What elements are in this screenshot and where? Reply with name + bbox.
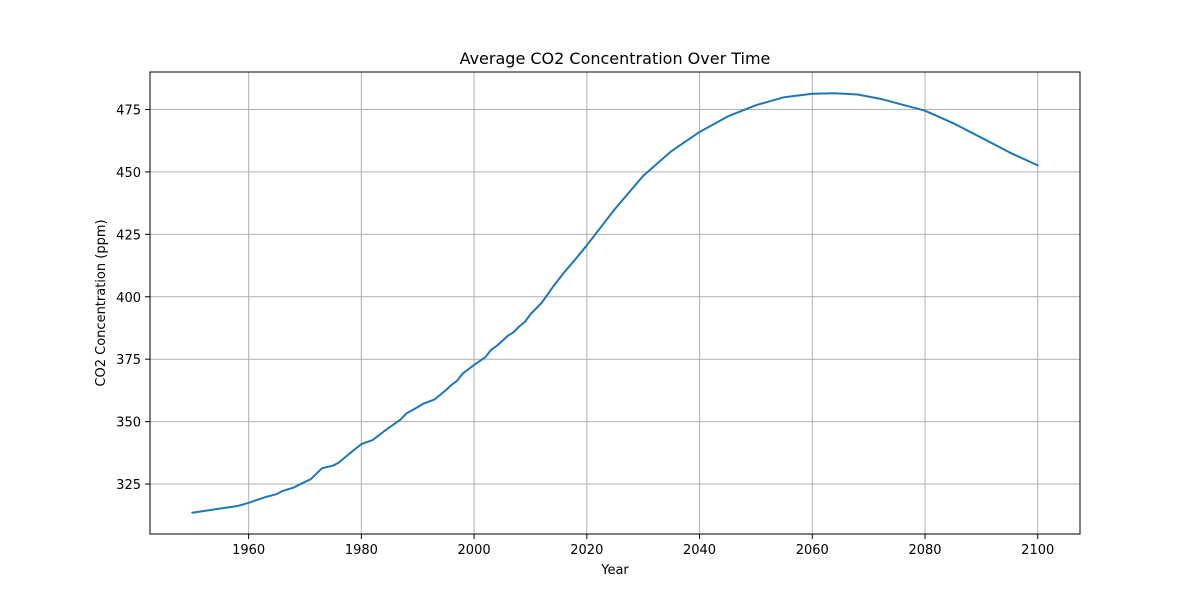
y-tick-label: 350 <box>116 416 141 431</box>
x-tick-label: 2020 <box>570 543 603 558</box>
x-tick-label: 2040 <box>683 543 716 558</box>
chart-title: Average CO2 Concentration Over Time <box>460 49 771 68</box>
grid-layer <box>150 72 1080 534</box>
line-layer <box>191 92 1039 514</box>
y-tick-label: 400 <box>116 291 141 306</box>
x-tick-label: 1960 <box>232 543 265 558</box>
plot-frame <box>149 71 1081 535</box>
x-tick-label: 2060 <box>796 543 829 558</box>
ticks-layer: 1960 1980 2000 2020 2040 2060 2080 2100 325 350 37… <box>116 103 1054 558</box>
y-axis-label: CO2 Concentration (ppm) <box>94 219 109 386</box>
y-tick-label: 325 <box>116 478 141 493</box>
x-tick-label: 2000 <box>458 543 491 558</box>
y-tick-label: 475 <box>116 103 141 118</box>
x-tick-label: 2080 <box>908 543 941 558</box>
y-tick-label: 450 <box>116 166 141 181</box>
y-tick-label: 375 <box>116 353 141 368</box>
x-tick-label: 1980 <box>345 543 378 558</box>
x-axis-label: Year <box>600 563 629 578</box>
y-tick-label: 425 <box>116 228 141 243</box>
co2-series-line <box>191 92 1039 514</box>
x-tick-label: 2100 <box>1021 543 1054 558</box>
